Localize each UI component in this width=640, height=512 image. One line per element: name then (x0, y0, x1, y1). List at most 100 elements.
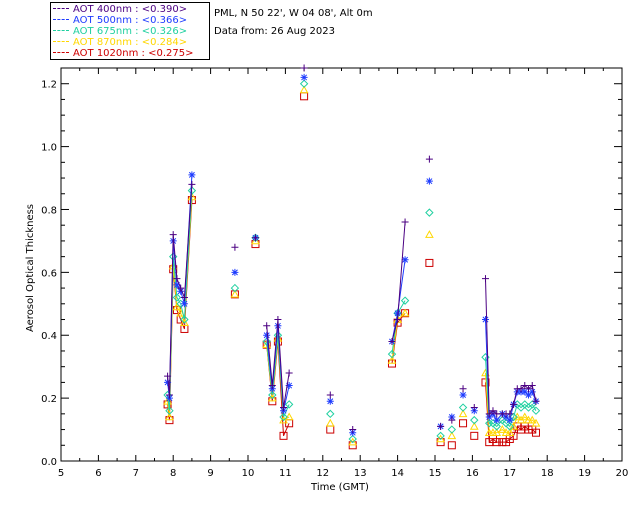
series-675nm-point (531, 406, 541, 415)
y-tick-label: 0.8 (41, 205, 57, 216)
series-500nm-line (391, 259, 406, 342)
series-400nm-point (326, 391, 334, 399)
series-870nm-point (509, 421, 518, 430)
series-1020nm-point (447, 441, 456, 450)
series-400nm-point (521, 382, 529, 390)
series-870nm-point (527, 415, 537, 424)
legend-label: AOT 500nm : <0.366> (73, 15, 188, 26)
series-400nm-point (425, 155, 433, 163)
y-tick-label: 1.0 (41, 143, 57, 154)
series-675nm-point (425, 208, 434, 217)
series-675nm-point (172, 293, 182, 302)
x-tick-label: 8 (170, 468, 176, 479)
series-870nm-point (325, 418, 335, 427)
series-400nm-point (173, 275, 181, 283)
series-400nm-point (188, 180, 196, 188)
x-tick-label: 10 (242, 468, 255, 479)
series-400nm-point (517, 385, 525, 393)
series-870nm-point (251, 236, 260, 245)
series-675nm-point (447, 425, 457, 434)
series-870nm-point (165, 412, 174, 421)
x-tick-label: 6 (95, 468, 101, 479)
series-500nm-point (525, 391, 532, 399)
series-400nm-point (274, 316, 282, 324)
series-400nm-point (177, 284, 185, 292)
series-1020nm-point (300, 92, 309, 101)
series-400nm-point (164, 372, 172, 380)
series-870nm-point (348, 437, 358, 446)
series-400nm-point (401, 218, 409, 226)
series-400nm-point (470, 404, 478, 412)
series-870nm-point (400, 308, 410, 317)
x-tick-label: 13 (354, 468, 367, 479)
series-500nm-point (459, 391, 467, 399)
series-400nm-point (394, 316, 402, 324)
series-400nm-point (485, 410, 493, 418)
legend-item-500nm: AOT 500nm : <0.366> (53, 15, 187, 27)
series-400nm-point (231, 243, 239, 251)
series-400nm-point (285, 369, 293, 377)
series-870nm-point (458, 409, 468, 418)
series-1020nm-point (470, 431, 479, 440)
series-870nm-point (425, 230, 434, 238)
series-675nm-point (273, 331, 283, 340)
series-400nm (164, 64, 540, 434)
series-675nm-point (485, 419, 494, 428)
series-870nm-point (172, 302, 182, 311)
series-675nm-point (505, 422, 515, 431)
series-500nm-point (164, 378, 172, 386)
legend-item-870nm: AOT 870nm : <0.284> (53, 37, 187, 49)
series-500nm-point (188, 171, 196, 179)
series-400nm-point (448, 416, 456, 424)
x-tick-label: 14 (391, 468, 404, 479)
series-675nm-point (348, 434, 357, 444)
series-870nm-point (436, 434, 445, 443)
legend-swatch-icon (53, 18, 69, 20)
series-400nm-point (165, 391, 173, 399)
series-870nm-point (531, 418, 541, 427)
x-tick-label: 19 (578, 468, 591, 479)
legend-label: AOT 400nm : <0.390> (73, 4, 188, 15)
series-870nm-point (469, 421, 479, 430)
series-400nm-point (349, 426, 357, 434)
series-400nm-point (280, 404, 288, 412)
series-870nm-point (230, 289, 240, 298)
series-675nm-point (299, 79, 309, 88)
x-axis-label: Time (GMT) (310, 482, 369, 493)
series-500nm-point (263, 331, 271, 339)
series-675nm-point (470, 415, 479, 425)
series-400nm-point (506, 410, 514, 418)
x-tick-label: 5 (58, 468, 64, 479)
series-500nm (164, 73, 540, 437)
series-400nm-point (525, 385, 532, 393)
x-tick-label: 7 (133, 468, 139, 479)
series-675nm (163, 79, 541, 444)
series-400nm-point (263, 322, 271, 330)
series-675nm-point (400, 296, 410, 305)
series-500nm-point (521, 388, 529, 396)
series-400nm-line (484, 278, 537, 415)
series-400nm-point (489, 407, 497, 415)
series-400nm-point (268, 382, 276, 390)
series-870nm-point (180, 318, 189, 326)
series-400nm-point (481, 275, 489, 283)
series-500nm-point (528, 388, 536, 396)
date-text: Data from: 26 Aug 2023 (214, 26, 335, 37)
legend-swatch-icon (53, 40, 69, 42)
legend-swatch-icon (53, 51, 69, 53)
series-500nm-point (285, 382, 293, 390)
series-400nm-point (459, 385, 467, 393)
series-1020nm-point (326, 425, 335, 434)
series-1020nm-point (531, 428, 540, 437)
series-400nm-point (528, 382, 536, 390)
series-870nm-point (520, 412, 530, 421)
series-675nm-point (326, 409, 335, 419)
series-870nm-point (387, 355, 397, 364)
plot-axes: 5 6 7 8 9 10 11 12 13 14 15 16 17 18 19 20 0.0 0.2 0.4 0.6 0… (41, 67, 628, 479)
x-tick-label: 16 (466, 468, 479, 479)
series-500nm-point (326, 397, 334, 405)
legend-item-400nm: AOT 400nm : <0.390> (53, 4, 187, 16)
plot-marks (163, 64, 541, 450)
legend-swatch-icon (53, 29, 69, 31)
